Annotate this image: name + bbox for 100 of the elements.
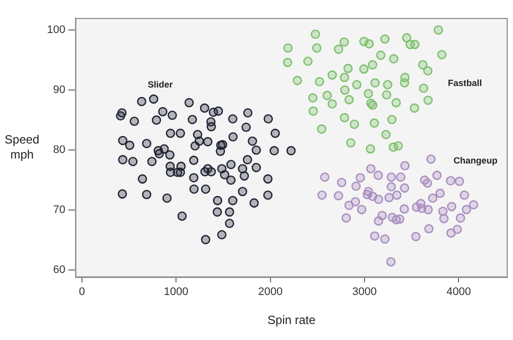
point xyxy=(317,124,326,134)
point xyxy=(352,80,362,90)
point xyxy=(340,72,350,82)
point xyxy=(374,170,383,180)
point xyxy=(334,44,344,54)
point xyxy=(456,213,466,223)
point xyxy=(432,170,442,180)
x-tick-label: 3000 xyxy=(352,286,377,298)
point xyxy=(386,182,396,192)
point xyxy=(370,231,380,241)
point xyxy=(410,40,420,50)
point xyxy=(366,144,376,154)
point xyxy=(374,216,384,226)
point xyxy=(342,213,351,223)
point xyxy=(328,99,337,109)
point xyxy=(368,60,378,70)
point xyxy=(460,190,470,200)
point xyxy=(340,85,350,95)
point xyxy=(366,164,376,174)
point xyxy=(370,78,380,88)
y-tick-label: 70 xyxy=(53,204,66,216)
point xyxy=(374,194,384,204)
point xyxy=(380,34,390,44)
point xyxy=(386,257,396,266)
point xyxy=(423,66,432,76)
point xyxy=(336,178,346,188)
point xyxy=(389,54,398,64)
point xyxy=(454,176,464,186)
point xyxy=(400,204,409,214)
point xyxy=(395,214,404,224)
series-label: Fastball xyxy=(448,78,482,88)
point xyxy=(418,84,428,93)
point xyxy=(340,37,349,47)
point xyxy=(428,193,438,203)
point xyxy=(400,183,410,193)
point xyxy=(343,64,353,74)
point xyxy=(350,120,360,129)
point xyxy=(468,200,478,210)
point xyxy=(418,60,428,70)
y-tick-label: 100 xyxy=(46,24,66,36)
point xyxy=(426,154,436,164)
point xyxy=(344,95,354,104)
point xyxy=(322,90,332,100)
point xyxy=(303,56,313,66)
point xyxy=(364,89,374,98)
point xyxy=(383,80,392,90)
point xyxy=(381,130,391,140)
point xyxy=(447,202,456,212)
y-axis-title: Speed mph xyxy=(4,132,40,162)
point xyxy=(382,90,392,100)
x-tick-label: 2000 xyxy=(258,286,283,298)
y-tick-label: 60 xyxy=(53,264,66,276)
point xyxy=(402,33,412,42)
point xyxy=(435,188,445,198)
point xyxy=(282,58,292,68)
point xyxy=(292,76,302,86)
series-label: Slider xyxy=(148,80,174,90)
point xyxy=(410,103,420,113)
point xyxy=(283,43,293,53)
y-tick-label: 90 xyxy=(53,84,66,96)
x-axis-title: Spin rate xyxy=(268,313,316,328)
point xyxy=(380,234,390,244)
point xyxy=(446,176,456,186)
point xyxy=(346,138,356,148)
point xyxy=(364,39,374,48)
x-tick-label: 1000 xyxy=(164,286,188,298)
point xyxy=(308,93,318,103)
point xyxy=(396,172,406,182)
point xyxy=(400,78,410,88)
point xyxy=(423,96,433,105)
point xyxy=(386,172,396,182)
y-tick-label: 80 xyxy=(53,144,66,156)
point xyxy=(434,25,444,35)
point xyxy=(359,64,369,74)
x-tick-label: 0 xyxy=(78,286,86,298)
point xyxy=(344,200,354,210)
point xyxy=(424,224,434,234)
point xyxy=(392,190,402,200)
point xyxy=(317,190,327,200)
point xyxy=(452,224,462,234)
point xyxy=(370,118,379,128)
point xyxy=(328,70,337,80)
point xyxy=(351,181,361,191)
point xyxy=(320,172,330,182)
point xyxy=(394,141,403,151)
point xyxy=(376,50,386,60)
point xyxy=(422,178,432,188)
point xyxy=(439,214,449,224)
point xyxy=(392,98,401,108)
point xyxy=(357,204,366,214)
point xyxy=(400,161,410,170)
point xyxy=(411,232,421,242)
point xyxy=(387,114,397,124)
point xyxy=(308,106,318,116)
point xyxy=(334,191,344,200)
point xyxy=(314,77,324,86)
series-label: Changeup xyxy=(454,156,498,166)
point xyxy=(423,204,433,214)
point xyxy=(437,50,447,60)
point xyxy=(384,192,394,202)
